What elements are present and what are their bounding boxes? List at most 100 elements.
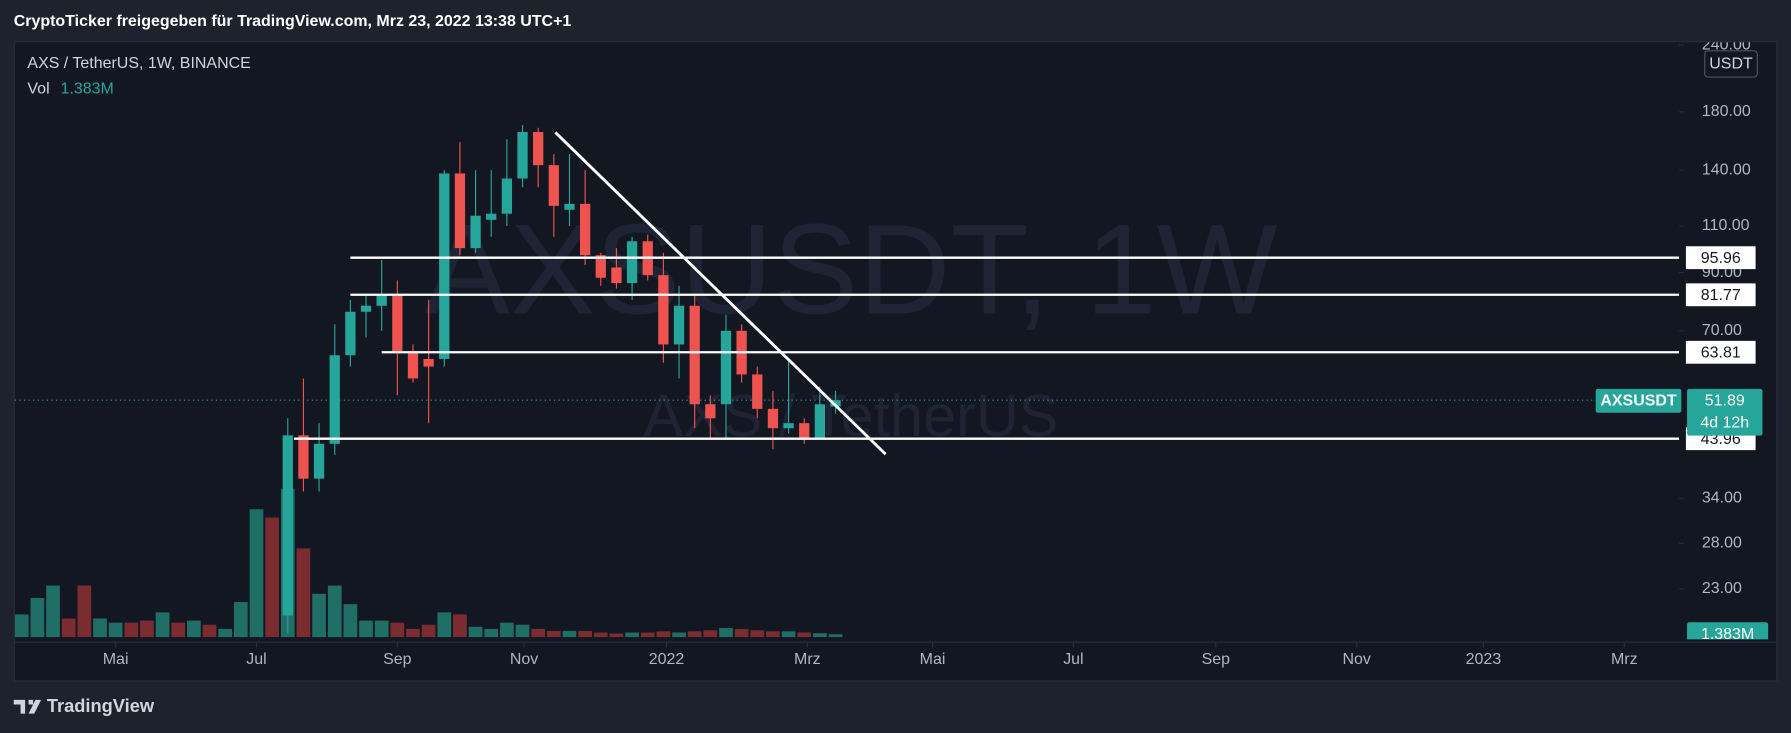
volume-bar [625, 632, 639, 638]
candle-body [814, 404, 826, 439]
volume-bar [108, 622, 123, 638]
plot-area [14, 125, 1680, 638]
volume-tag-label: 1.383M [1701, 626, 1754, 643]
x-tick-label: Mai [920, 651, 946, 668]
y-tick-label: 180.00 [1702, 103, 1751, 120]
volume-bar [797, 632, 812, 638]
candle-body [830, 400, 841, 407]
candle-body [548, 165, 559, 206]
volume-bar [343, 604, 358, 638]
volume-bar [265, 517, 279, 638]
level-label-box [1685, 283, 1756, 307]
volume-bar [202, 624, 217, 638]
candle-body [579, 203, 591, 256]
candle-body [392, 294, 403, 352]
price-axis: 240.00180.00140.00110.0090.0070.0034.002… [1679, 36, 1769, 643]
volume-bar [687, 631, 702, 638]
candle-body [313, 443, 325, 479]
volume-bar [500, 622, 514, 638]
candle-body [329, 355, 340, 444]
candle-body [501, 178, 513, 214]
watermark: AXSUSDT, 1W [424, 199, 1277, 342]
volume-bar [453, 614, 467, 638]
logo-icon [13, 699, 42, 714]
volume-bar [593, 632, 608, 638]
last-price-label: 51.89 [1705, 393, 1745, 410]
volume-bar [93, 618, 107, 638]
candle-body [407, 351, 419, 379]
symbol-legend[interactable]: AXS / TetherUS, 1W, BINANCE [27, 55, 250, 72]
y-tick-label: 34.00 [1702, 489, 1742, 506]
x-tick-label: Jul [1063, 651, 1083, 668]
last-price-box [1687, 388, 1763, 436]
volume-bar [766, 631, 780, 638]
x-tick-label: Nov [510, 651, 538, 668]
symbol-tag [1595, 388, 1682, 413]
candle-body [533, 132, 544, 166]
currency-label[interactable]: USDT [1709, 56, 1753, 73]
volume-bar [546, 630, 561, 638]
share-header: CryptoTicker freigegeben für TradingView… [14, 13, 572, 30]
y-tick-label: 240.00 [1702, 36, 1751, 53]
volume-bar [46, 585, 60, 638]
volume-bar [374, 620, 389, 638]
candle-body [564, 203, 575, 210]
volume-bar [296, 548, 311, 638]
y-tick-label: 110.00 [1702, 217, 1750, 234]
volume-bar [813, 633, 827, 638]
brand: TradingView [47, 695, 155, 716]
volume-bar [609, 633, 624, 638]
volume-bar [312, 593, 326, 638]
volume-bar [468, 626, 483, 638]
volume-bar [562, 630, 577, 638]
candle-body [282, 435, 293, 616]
candle-body [767, 408, 779, 429]
candle-body [360, 305, 372, 312]
y-tick-label: 70.00 [1702, 322, 1742, 339]
candle-body [423, 358, 434, 367]
candle-body [595, 255, 606, 278]
volume-bar [187, 620, 201, 638]
volume-bar [390, 622, 405, 638]
candle-body [626, 241, 638, 284]
level-label: 95.96 [1701, 250, 1741, 267]
level-label: 81.77 [1701, 287, 1741, 304]
volume-bar [233, 602, 248, 638]
volume-legend[interactable]: Vol [27, 80, 49, 97]
x-tick-label: 2023 [1466, 651, 1502, 668]
volume-bar [140, 620, 154, 638]
volume-bar [30, 597, 45, 638]
level-label: 63.81 [1701, 345, 1741, 362]
candle-body [611, 267, 622, 284]
candle-body [720, 330, 732, 405]
volume-bar [218, 628, 233, 638]
volume-bar [171, 622, 186, 638]
volume-bar [734, 629, 749, 638]
volume-bar [656, 631, 671, 638]
candle-body [376, 294, 387, 306]
volume-bar [672, 632, 686, 638]
candle-body [658, 275, 669, 345]
candle-body [673, 305, 685, 345]
candle-body [345, 311, 356, 356]
x-tick-label: Sep [383, 651, 412, 668]
volume-bar [155, 612, 170, 638]
x-tick-label: Mrz [1611, 651, 1638, 668]
volume-bar [61, 618, 76, 638]
x-tick-label: Nov [1342, 651, 1370, 668]
volume-bar [437, 612, 452, 638]
trend-line [554, 131, 887, 456]
candle-body [470, 215, 481, 249]
currency-box[interactable] [1704, 50, 1758, 78]
volume-bar [515, 624, 530, 638]
volume-bar [640, 632, 655, 638]
x-tick-label: 2022 [649, 651, 685, 668]
volume-bar [484, 628, 499, 638]
candle-body [517, 132, 528, 179]
volume-bar [359, 620, 373, 638]
candle-body [486, 213, 497, 220]
y-tick-label: 28.00 [1702, 535, 1742, 552]
volume-bar [781, 631, 796, 638]
